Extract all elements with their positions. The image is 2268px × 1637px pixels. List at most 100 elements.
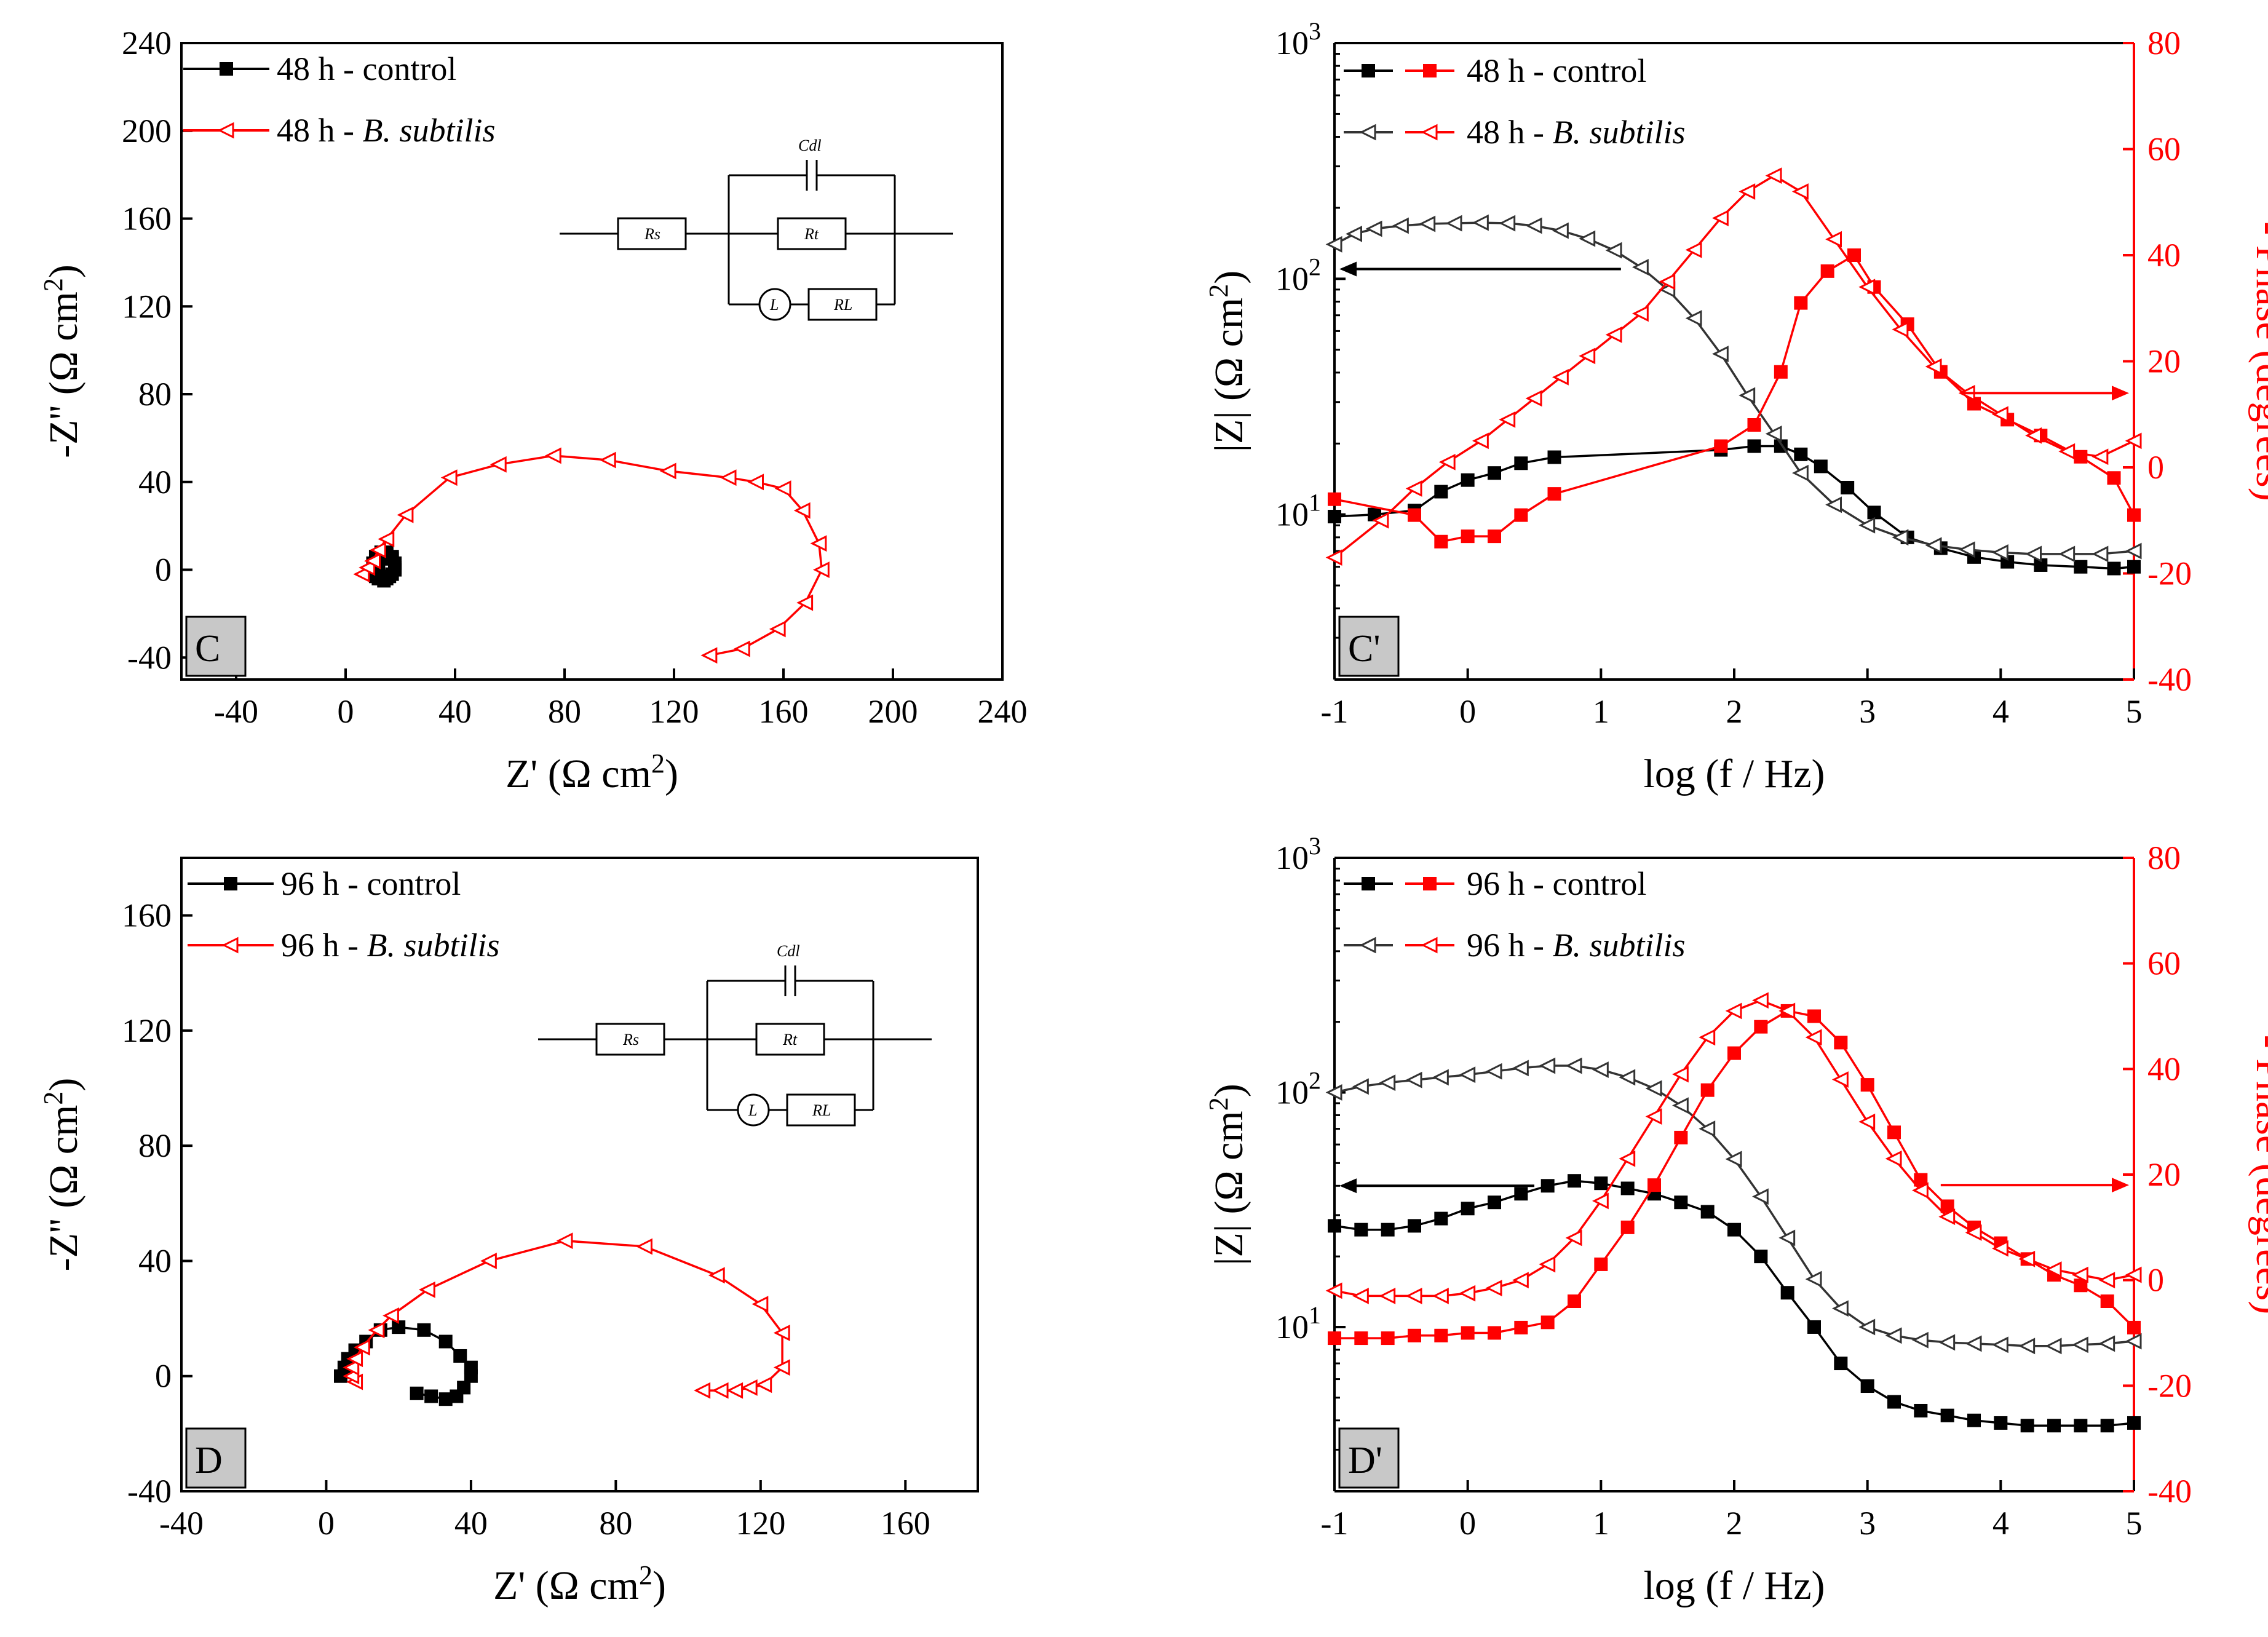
y-tick-label: 103	[1275, 17, 1321, 61]
legend-label: 96 h - control	[281, 865, 461, 902]
marker-square	[1408, 1328, 1421, 1342]
marker-triangle	[810, 535, 827, 552]
panel-label: D	[195, 1440, 223, 1481]
panel-label: D'	[1348, 1440, 1382, 1481]
marker-square	[1514, 1187, 1528, 1201]
marker-triangle	[1892, 321, 1909, 338]
marker-triangle	[1671, 1097, 1689, 1114]
x-tick-label: 1	[1593, 1505, 1609, 1542]
marker-square	[1568, 1174, 1581, 1188]
marker-square	[450, 1389, 464, 1403]
marker-square	[1461, 1202, 1475, 1216]
marker-triangle	[1991, 1336, 2008, 1354]
marker-triangle	[694, 1382, 711, 1399]
marker-triangle	[1459, 1066, 1476, 1084]
marker-triangle	[1565, 1229, 1582, 1247]
marker-square	[1807, 1009, 1821, 1023]
marker-square	[1514, 508, 1528, 522]
marker-square	[1434, 1211, 1448, 1226]
marker-square	[2020, 1419, 2034, 1433]
marker-triangle	[1605, 326, 1622, 343]
panel-label-box	[1338, 616, 1400, 677]
marker-square	[1914, 1173, 1928, 1187]
marker-triangle	[1405, 1287, 1422, 1304]
marker-triangle	[2025, 545, 2042, 563]
marker-square	[410, 1386, 424, 1400]
marker-square	[1860, 1379, 1874, 1393]
marker-triangle	[1671, 1066, 1689, 1083]
x-tick-label: -40	[159, 1505, 204, 1542]
marker-triangle	[2092, 545, 2109, 563]
series-line	[1334, 221, 2135, 555]
marker-square	[2107, 561, 2121, 576]
marker-triangle	[1632, 259, 1649, 275]
x-tick-label: 5	[2126, 693, 2143, 730]
marker-square	[2074, 1419, 2088, 1433]
y2-tick-label: 80	[2147, 25, 2181, 61]
marker-triangle	[755, 1376, 772, 1393]
marker-square	[1940, 1408, 1954, 1422]
marker-triangle	[1685, 241, 1702, 258]
marker-triangle	[1831, 1300, 1849, 1317]
x-tick-label: 40	[454, 1505, 488, 1542]
marker-triangle	[378, 531, 395, 548]
marker-square	[1354, 1331, 1368, 1346]
marker-square	[1754, 1250, 1768, 1264]
y-axis-title: -Z'' (Ω cm2)	[38, 1078, 86, 1272]
y-tick-label: 80	[138, 376, 172, 413]
marker-square	[417, 1323, 431, 1337]
y-tick-label: 101	[1275, 489, 1321, 533]
arrowhead-right	[2112, 1178, 2129, 1193]
marker-triangle	[221, 937, 239, 954]
marker-triangle	[1565, 1057, 1582, 1074]
marker-square	[1620, 1181, 1635, 1195]
x-tick-label: 240	[978, 693, 1028, 730]
marker-triangle	[1765, 167, 1782, 184]
x-tick-label: 40	[438, 693, 472, 730]
x-tick-label: 2	[1726, 1505, 1743, 1542]
panel-label-box	[1338, 1427, 1400, 1489]
marker-triangle	[1938, 1208, 1956, 1226]
marker-triangle	[1512, 1060, 1529, 1077]
marker-triangle	[1858, 1318, 1876, 1336]
marker-square	[1940, 1199, 1954, 1213]
marker-square	[1514, 1320, 1528, 1334]
y-tick-label: 102	[1275, 253, 1321, 297]
marker-square	[1620, 1220, 1635, 1234]
marker-triangle	[774, 480, 791, 497]
rl-label: RL	[812, 1101, 831, 1119]
marker-triangle	[769, 620, 786, 638]
marker-triangle	[1512, 1272, 1529, 1289]
x-tick-label: 200	[868, 693, 918, 730]
y-tick-label: 120	[122, 1012, 172, 1049]
marker-square	[1540, 1179, 1555, 1193]
marker-square	[1700, 1083, 1715, 1097]
panel-label-box	[185, 616, 247, 677]
marker-square	[1328, 1331, 1341, 1346]
marker-triangle	[1405, 1071, 1422, 1088]
marker-triangle	[1472, 432, 1489, 450]
marker-triangle	[1379, 1287, 1396, 1304]
rt-label: Rt	[782, 1031, 798, 1048]
y2-axis-title: - Phase (degrees)	[2248, 1035, 2268, 1314]
x-tick-label: 80	[548, 693, 581, 730]
marker-square	[2074, 560, 2088, 574]
marker-square	[1488, 1195, 1501, 1210]
marker-triangle	[1552, 368, 1569, 386]
marker-square	[1594, 1176, 1608, 1191]
marker-triangle	[556, 1232, 573, 1250]
marker-triangle	[343, 1359, 360, 1376]
y-tick-label: 160	[122, 200, 172, 237]
marker-triangle	[1885, 1327, 1902, 1344]
marker-square	[1328, 510, 1341, 524]
marker-triangle	[1958, 541, 1975, 558]
marker-square	[1647, 1178, 1661, 1192]
marker-triangle	[796, 594, 814, 611]
marker-triangle	[1645, 1108, 1662, 1125]
marker-square	[1794, 296, 1808, 310]
legend-label: 48 h - control	[1467, 52, 1646, 89]
marker-square	[1841, 480, 1855, 494]
marker-square	[1887, 1395, 1901, 1409]
marker-triangle	[659, 462, 676, 480]
legend-label: 96 h - control	[1467, 865, 1646, 902]
